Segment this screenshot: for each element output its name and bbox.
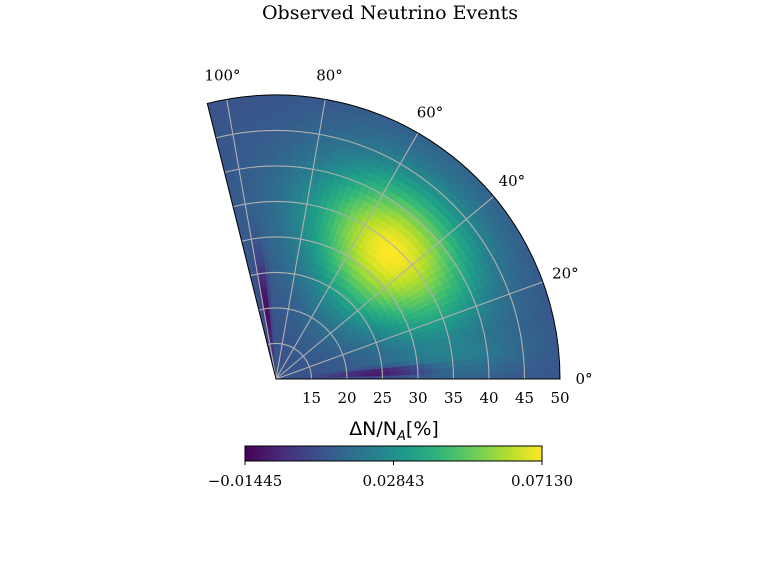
theta-tick-labels: 0° 20° 40° 60° 80° 100° [204, 67, 592, 388]
theta-tick-label: 100° [204, 67, 240, 85]
r-grid-arc [250, 271, 384, 380]
polar-grid [215, 99, 544, 380]
r-grid-arc [215, 129, 526, 380]
r-tick-label: 20 [337, 389, 356, 407]
r-tick-label: 30 [408, 389, 427, 407]
heatmap-cell [551, 358, 561, 371]
r-grid-arc [232, 200, 455, 380]
r-tick-labels: 15 20 25 30 35 40 45 50 [302, 389, 570, 407]
r-tick-label: 50 [550, 389, 569, 407]
polar-frame [206, 94, 561, 380]
heatmap-cell [265, 95, 278, 103]
r-tick-label: 35 [444, 389, 463, 407]
r-tick-label: 25 [373, 389, 392, 407]
heatmap-cell [552, 368, 561, 380]
theta-tick-label: 0° [575, 370, 592, 388]
heatmap-cell [255, 95, 268, 104]
heatmap-field [207, 95, 561, 380]
r-grid-arc [267, 342, 313, 380]
r-tick-label: 15 [302, 389, 321, 407]
heatmap-cell [294, 95, 307, 104]
chart-title: Observed Neutrino Events [262, 2, 518, 24]
theta-tick-label: 20° [552, 265, 579, 283]
colorbar: ΔN/NA[%] −0.01445 0.02843 0.07130 [208, 418, 573, 490]
colorbar-tick-label: 0.07130 [511, 472, 573, 490]
theta-tick-label: 60° [417, 103, 444, 121]
colorbar-label: ΔN/NA[%] [349, 418, 439, 444]
theta-tick-label: 80° [316, 67, 343, 85]
colorbar-tick-label: −0.01445 [208, 472, 283, 490]
heatmap-cell [284, 95, 297, 104]
heatmap-cell [274, 95, 287, 103]
r-tick-label: 40 [479, 389, 498, 407]
colorbar-gradient [244, 445, 543, 462]
r-grid-arc [258, 307, 348, 380]
r-grid-arc [224, 165, 490, 380]
r-grid-arc [241, 236, 419, 380]
colorbar-ticks: −0.01445 0.02843 0.07130 [208, 461, 573, 490]
r-tick-label: 45 [515, 389, 534, 407]
theta-tick-label: 40° [499, 172, 526, 190]
colorbar-tick-label: 0.02843 [362, 472, 424, 490]
